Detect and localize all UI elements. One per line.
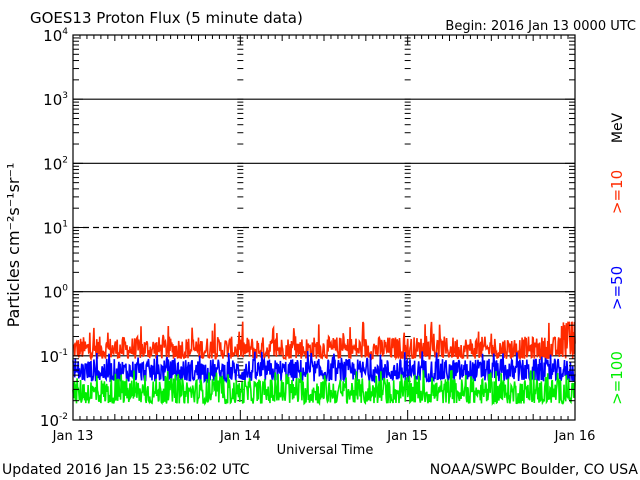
chart-title: GOES13 Proton Flux (5 minute data): [30, 9, 303, 27]
y-tick-label: 101: [43, 220, 68, 238]
x-tick-labels: Jan 13 Jan 14 Jan 15 Jan 16: [52, 429, 596, 444]
source-credit: NOAA/SWPC Boulder, CO USA: [430, 462, 639, 478]
updated-timestamp: Updated 2016 Jan 15 23:56:02 UTC: [2, 462, 250, 478]
series-line-ge10: [72, 321, 576, 362]
x-tick-label: Jan 14: [219, 429, 261, 444]
legend-label-ge50: >=50: [608, 266, 626, 310]
x-tick-label: Jan 15: [386, 429, 428, 444]
y-tick-label: 100: [43, 284, 68, 302]
frame-layer: [72, 34, 576, 421]
y-tick-label: 104: [43, 27, 68, 45]
y-tick-label: 10-1: [40, 348, 68, 366]
y-tick-label: 103: [43, 91, 68, 109]
series-line-ge100: [72, 370, 576, 406]
x-tick-label: Jan 13: [52, 429, 94, 444]
series-layer: [72, 321, 576, 406]
unit-label: MeV: [610, 112, 626, 143]
legend-label-ge100: >=100: [608, 351, 626, 405]
y-tick-labels: 10-2 10-1 100 101 102 103 104: [40, 27, 68, 430]
y-tick-label: 102: [43, 155, 68, 173]
legend-label-ge10: >=10: [608, 170, 626, 214]
begin-label: Begin: 2016 Jan 13 0000 UTC: [445, 19, 636, 34]
grid-layer: [73, 37, 575, 421]
x-axis-label: Universal Time: [277, 443, 374, 458]
y-axis-label: Particles cm⁻²s⁻¹sr⁻¹: [4, 163, 23, 328]
x-tick-label: Jan 16: [554, 429, 596, 444]
y-tick-label: 10-2: [40, 412, 68, 430]
